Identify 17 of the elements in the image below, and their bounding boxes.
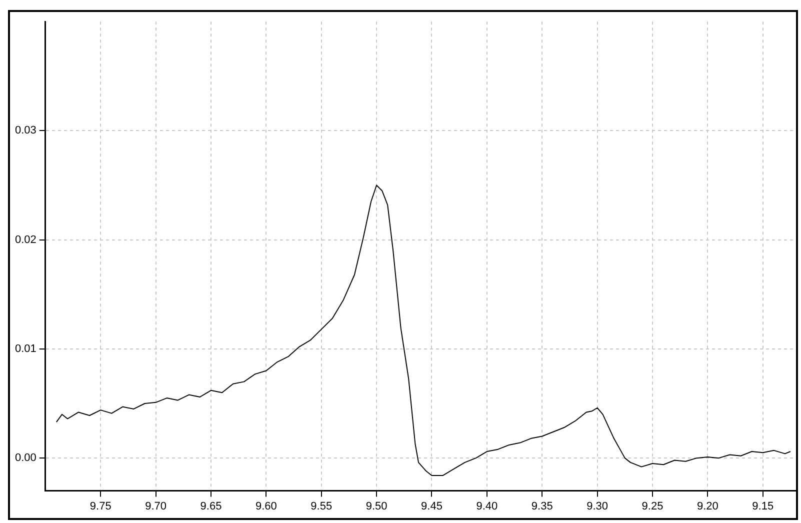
x-tick-label: 9.30: [586, 500, 608, 512]
x-tick-label: 9.65: [200, 500, 222, 512]
y-tick-label: 0.00: [14, 452, 36, 464]
x-tick-label: 9.55: [310, 500, 332, 512]
x-tick-label: 9.45: [421, 500, 442, 512]
y-tick-label: 0.01: [14, 342, 36, 355]
x-tick-label: 9.70: [145, 500, 166, 512]
x-tick-label: 9.35: [531, 500, 553, 512]
x-tick-label: 9.60: [255, 500, 277, 512]
x-tick-label: 9.50: [366, 500, 388, 512]
x-tick-label: 9.40: [476, 500, 498, 512]
x-tick-label: 9.20: [696, 500, 718, 512]
x-tick-label: 9.25: [642, 500, 664, 512]
y-tick-label: 0.02: [14, 234, 36, 246]
x-tick-label: 9.75: [90, 500, 112, 512]
y-tick-label: 0.03: [14, 124, 36, 137]
x-tick-label: 9.15: [752, 500, 774, 512]
